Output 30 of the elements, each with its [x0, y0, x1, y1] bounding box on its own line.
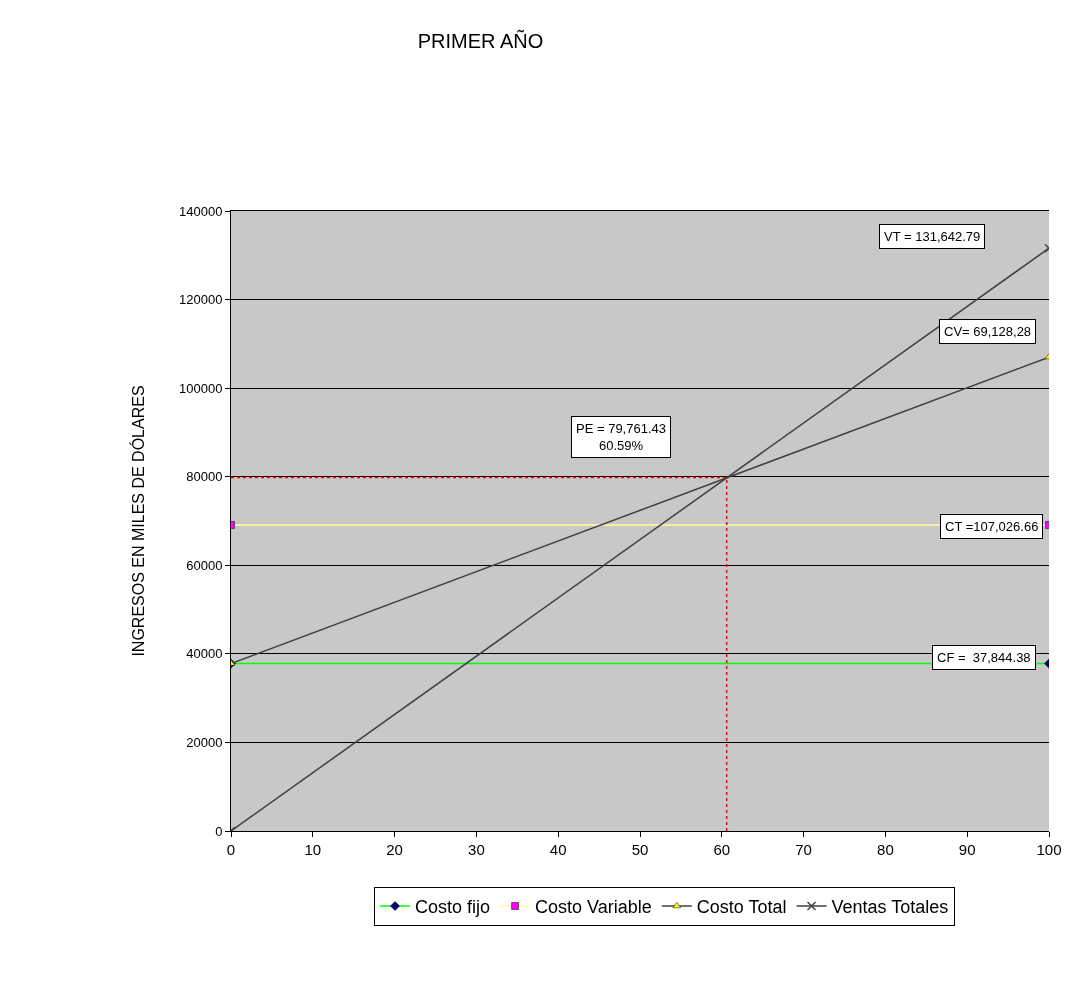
- x-tick-label: 20: [386, 841, 403, 858]
- x-tick-label: 30: [468, 841, 485, 858]
- y-tick-label: 100000: [179, 380, 223, 396]
- annotation: PE = 79,761.43 60.59%: [576, 421, 666, 453]
- annotation: CT =107,026.66: [945, 519, 1039, 534]
- x-tick-label: 50: [631, 841, 649, 858]
- y-tick-label: 80000: [186, 469, 223, 485]
- legend-label: Costo fijo: [415, 897, 491, 918]
- x-tick-label: 40: [549, 841, 567, 858]
- annotation: CF = 37,844.38: [937, 650, 1031, 665]
- legend-label: Costo Total: [696, 897, 787, 918]
- x-tick-label: 10: [304, 841, 322, 858]
- legend-label: Costo Variable: [535, 897, 652, 918]
- x-tick-label: 100: [1036, 841, 1062, 858]
- annotation: VT = 131,642.79: [884, 229, 981, 244]
- x-tick-label: 60: [713, 841, 731, 858]
- x-tick-label: 0: [226, 841, 236, 858]
- x-tick-label: 70: [795, 841, 812, 858]
- y-tick-label: 0: [215, 823, 223, 839]
- y-axis-title: INGRESOS EN MILES DE DÓLARES: [128, 385, 147, 657]
- legend-label: Ventas Totales: [831, 897, 949, 918]
- y-tick-label: 40000: [186, 646, 223, 662]
- y-tick-label: 140000: [179, 203, 223, 219]
- y-tick-label: 60000: [186, 557, 223, 573]
- x-tick-label: 80: [877, 841, 894, 858]
- y-tick-label: 20000: [186, 734, 223, 750]
- y-tick-label: 120000: [179, 292, 223, 308]
- chart-title: PRIMER AÑO: [417, 29, 544, 53]
- x-tick-label: 90: [958, 841, 976, 858]
- annotation: CV= 69,128,28: [944, 324, 1032, 339]
